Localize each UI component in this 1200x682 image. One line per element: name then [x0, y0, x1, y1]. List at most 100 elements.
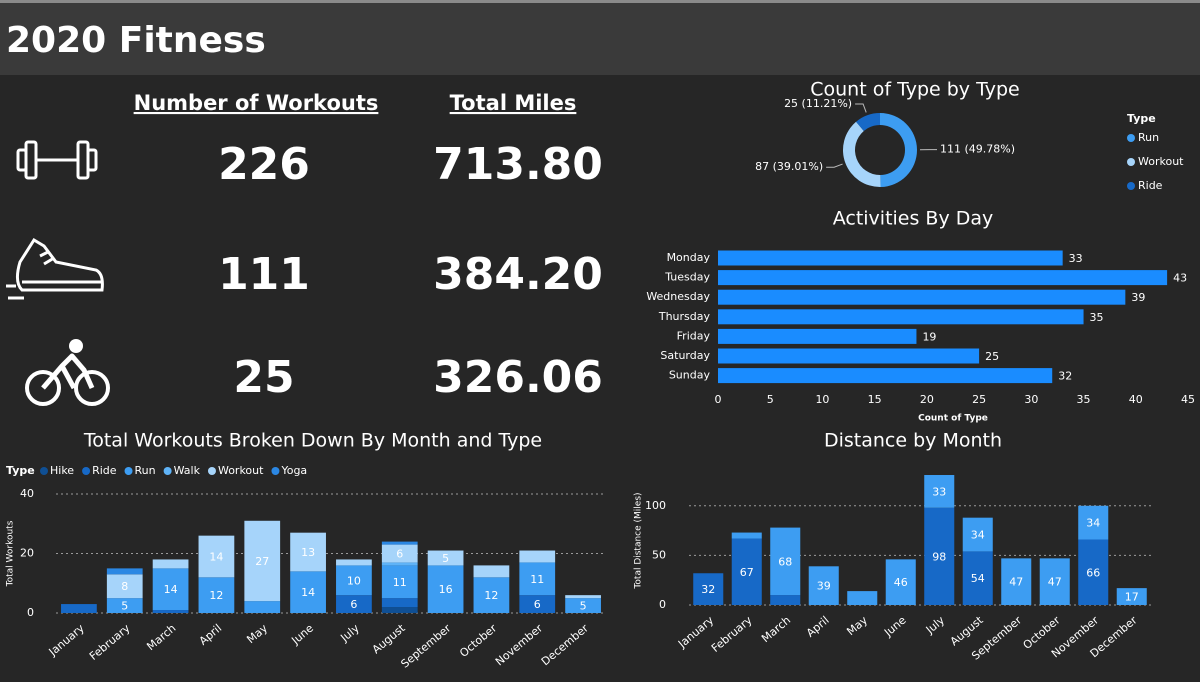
x-tick-label: 25: [972, 393, 986, 406]
value-label: 6: [350, 598, 357, 611]
bar-segment: [962, 517, 993, 552]
value-label: 25: [985, 350, 999, 363]
x-tick-label: 10: [815, 393, 829, 406]
bar-segment: [731, 538, 762, 605]
bar-segment: [106, 598, 143, 613]
legend-swatch: [82, 467, 91, 475]
bar-segment: [244, 601, 281, 613]
value-label: 14: [209, 550, 223, 563]
value-label: 14: [164, 583, 178, 596]
value-label: 10: [347, 574, 361, 587]
slice-label: 111 (49.78%): [940, 143, 1015, 156]
y-tick-label: 50: [652, 548, 666, 561]
bar: [718, 250, 1063, 266]
top-border: [0, 0, 1200, 3]
y-tick-label: 0: [659, 598, 666, 611]
donut-slice: [856, 113, 880, 131]
value-label: 6: [396, 548, 403, 561]
value-label: 47: [1009, 576, 1023, 589]
leader-line: [855, 103, 867, 113]
legend-swatch: [163, 467, 172, 475]
value-label: 12: [209, 589, 223, 602]
legend-label: Run: [135, 464, 156, 477]
x-tick-label: 15: [868, 393, 882, 406]
bar: [718, 289, 1126, 305]
y-tick-label: 0: [27, 606, 34, 619]
value-label: 11: [393, 576, 407, 589]
value-label: 16: [439, 583, 453, 596]
bar: [718, 348, 980, 364]
value-label: 5: [121, 600, 128, 613]
bar-segment: [924, 507, 955, 605]
bar: [718, 328, 917, 344]
legend-title: Type: [6, 464, 35, 477]
value-label: 19: [922, 330, 936, 343]
x-tick-label: 20: [920, 393, 934, 406]
value-label: 14: [301, 586, 315, 599]
value-label: 5: [580, 600, 587, 613]
bar-segment: [1116, 588, 1147, 605]
bar-segment: [924, 475, 955, 508]
dumbbell-icon: [16, 140, 98, 180]
bar: [718, 309, 1084, 325]
value-label: 32: [1058, 370, 1072, 383]
y-tick-label: Sunday: [669, 369, 711, 382]
legend-label: Workout: [218, 464, 264, 477]
leader-line: [826, 163, 843, 168]
bar-segment: [1078, 505, 1109, 540]
kpi-count: 226: [218, 139, 310, 190]
bar-segment: [473, 565, 510, 578]
kpi-miles: 384.20: [433, 249, 603, 300]
legend-swatch: [1127, 182, 1135, 190]
chart-title: Total Workouts Broken Down By Month and …: [83, 430, 542, 452]
bar-segment: [1039, 558, 1070, 605]
bar-segment: [290, 532, 326, 572]
kpi-header: Total Miles: [450, 91, 577, 115]
bar-segment: [770, 527, 801, 596]
y-tick-label: Saturday: [660, 349, 710, 362]
bar-segment: [473, 577, 510, 613]
donut-slice: [880, 113, 917, 187]
bar-segment: [381, 544, 418, 563]
slice-label: 25 (11.21%): [784, 97, 852, 110]
value-label: 32: [701, 583, 715, 596]
bar-segment: [381, 565, 418, 599]
y-axis-label: Total Workouts: [6, 520, 16, 587]
page-title: 2020 Fitness: [6, 20, 266, 61]
value-label: 8: [121, 580, 128, 593]
value-label: 47: [1048, 576, 1062, 589]
x-axis-label: Count of Type: [918, 414, 988, 424]
value-label: 46: [894, 576, 908, 589]
value-label: 11: [530, 573, 544, 586]
bar-segment: [381, 607, 418, 613]
legend-swatch: [124, 467, 133, 475]
bar-segment: [106, 568, 143, 575]
donut-slice: [843, 121, 881, 187]
legend-label: Yoga: [280, 464, 307, 477]
value-label: 17: [1125, 591, 1139, 604]
bar-segment: [381, 562, 418, 566]
bar-segment: [565, 598, 601, 613]
y-tick-label: Friday: [677, 329, 711, 342]
legend-swatch: [1127, 134, 1135, 142]
bar-segment: [427, 550, 464, 566]
legend-label: Workout: [1138, 155, 1184, 168]
value-label: 43: [1173, 272, 1187, 285]
bar-segment: [152, 559, 189, 569]
legend-swatch: [40, 467, 48, 475]
bar-segment: [61, 604, 97, 613]
bar-segment: [519, 595, 556, 613]
legend-label: Ride: [92, 464, 117, 477]
y-tick-label: Tuesday: [664, 271, 710, 284]
legend-swatch: [207, 467, 216, 475]
bar-segment: [770, 595, 801, 605]
y-tick-label: Thursday: [658, 310, 711, 323]
y-tick-label: 20: [20, 547, 34, 560]
kpi-miles: 713.80: [433, 139, 603, 190]
bar-segment: [1001, 558, 1032, 605]
y-axis-label: Total Distance (Miles): [634, 492, 644, 589]
kpi-miles: 326.06: [433, 352, 603, 403]
bar-segment: [152, 610, 189, 613]
x-tick-label: 45: [1181, 393, 1195, 406]
value-label: 5: [442, 552, 449, 565]
